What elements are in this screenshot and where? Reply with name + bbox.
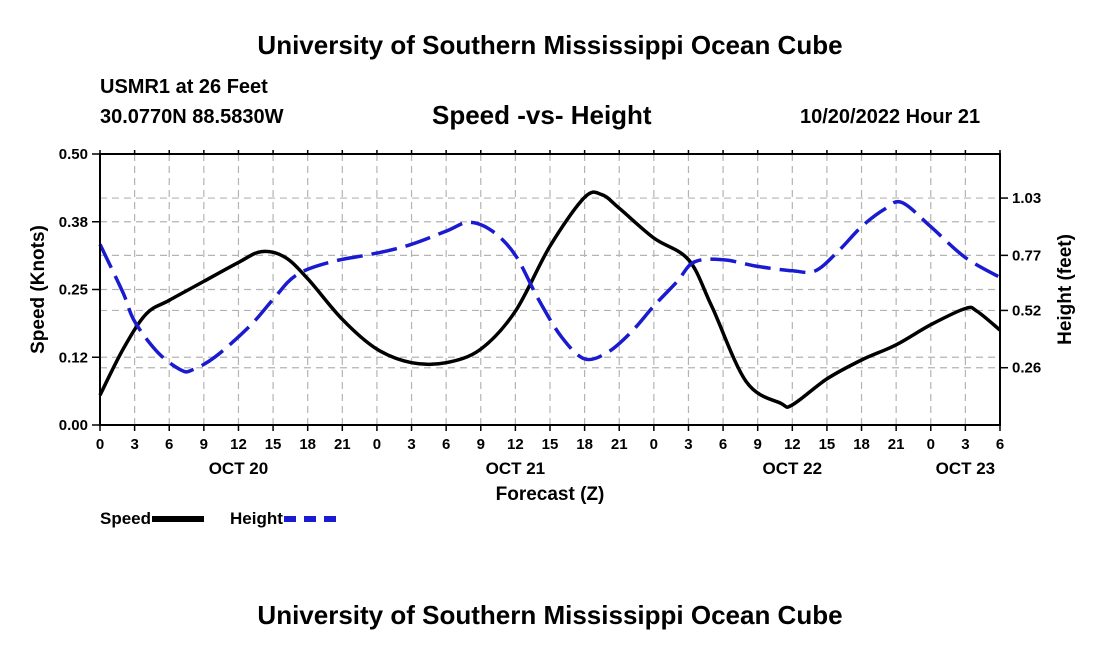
x-tick-label: 3 [684, 436, 692, 453]
x-tick-label: 9 [754, 436, 762, 453]
x-tick-label: 3 [407, 436, 415, 453]
x-tick-label: 21 [334, 436, 351, 453]
date-label: OCT 20 [209, 459, 269, 478]
x-tick-label: 6 [442, 436, 450, 453]
date-label: OCT 21 [486, 459, 546, 478]
page-title: University of Southern Mississippi Ocean… [257, 30, 843, 60]
station-coordinates: 30.0770N 88.5830W [100, 106, 284, 128]
y-tick-label: 0.25 [59, 282, 88, 299]
legend-height-label: Height [230, 509, 283, 528]
legend-speed-swatch [152, 516, 205, 522]
x-tick-label: 0 [96, 436, 104, 453]
footer-title: University of Southern Mississippi Ocean… [257, 600, 843, 630]
legend-height: Height [230, 509, 336, 529]
x-tick-label: 3 [961, 436, 969, 453]
legend-height-swatch [283, 516, 336, 522]
x-tick-label: 0 [650, 436, 658, 453]
x-tick-label: 9 [200, 436, 208, 453]
y2-tick-label: 0.26 [1012, 360, 1041, 377]
x-tick-label: 18 [853, 436, 870, 453]
date-label: OCT 22 [763, 459, 823, 478]
legend-speed-label: Speed [100, 509, 152, 528]
data-series [98, 190, 1002, 409]
date-label: OCT 23 [936, 459, 996, 478]
x-tick-label: 6 [165, 436, 173, 453]
forecast-run-time: 10/20/2022 Hour 21 [800, 106, 981, 128]
axis-ticks [92, 150, 1008, 431]
x-tick-label: 15 [819, 436, 836, 453]
x-tick-label: 12 [784, 436, 801, 453]
x-tick-label: 12 [507, 436, 524, 453]
x-tick-label: 12 [230, 436, 247, 453]
y2-tick-label: 0.77 [1012, 247, 1041, 264]
x-tick-label: 15 [265, 436, 282, 453]
legend-speed: Speed [100, 509, 205, 529]
y2-tick-label: 1.03 [1012, 190, 1041, 207]
x-tick-label: 6 [996, 436, 1004, 453]
grid-lines [100, 154, 1000, 425]
speed-height-chart: 0 3 6 9 12 15 18 21 0 3 6 9 12 15 18 21 0 3 6 9 12 15 18 21 0 3 6 0… [28, 146, 1076, 505]
chart-title: Speed -vs- Height [432, 100, 652, 130]
axis-labels: 0 3 6 9 12 15 18 21 0 3 6 9 12 15 18 21 0 3 6 9 12 15 18 21 0 3 6 0… [28, 146, 1076, 505]
station-name: USMR1 at 26 Feet [100, 76, 268, 98]
x-tick-label: 18 [576, 436, 593, 453]
x-tick-label: 3 [130, 436, 138, 453]
y-tick-label: 0.00 [59, 417, 88, 434]
x-tick-label: 6 [719, 436, 727, 453]
y-tick-label: 0.12 [59, 349, 88, 366]
x-tick-label: 9 [477, 436, 485, 453]
x-tick-label: 0 [373, 436, 381, 453]
y-tick-label: 0.50 [59, 146, 88, 163]
speed-series-line [98, 190, 1002, 409]
y2-axis-title: Height (feet) [1055, 234, 1076, 345]
y-tick-label: 0.38 [59, 214, 88, 231]
x-tick-label: 18 [299, 436, 316, 453]
x-tick-label: 15 [542, 436, 559, 453]
height-series-line [98, 199, 1001, 374]
x-tick-label: 21 [888, 436, 905, 453]
x-axis-title: Forecast (Z) [496, 484, 605, 505]
x-tick-label: 21 [611, 436, 628, 453]
y2-tick-label: 0.52 [1012, 302, 1041, 319]
x-tick-label: 0 [927, 436, 935, 453]
y-axis-title: Speed (Knots) [28, 225, 49, 354]
